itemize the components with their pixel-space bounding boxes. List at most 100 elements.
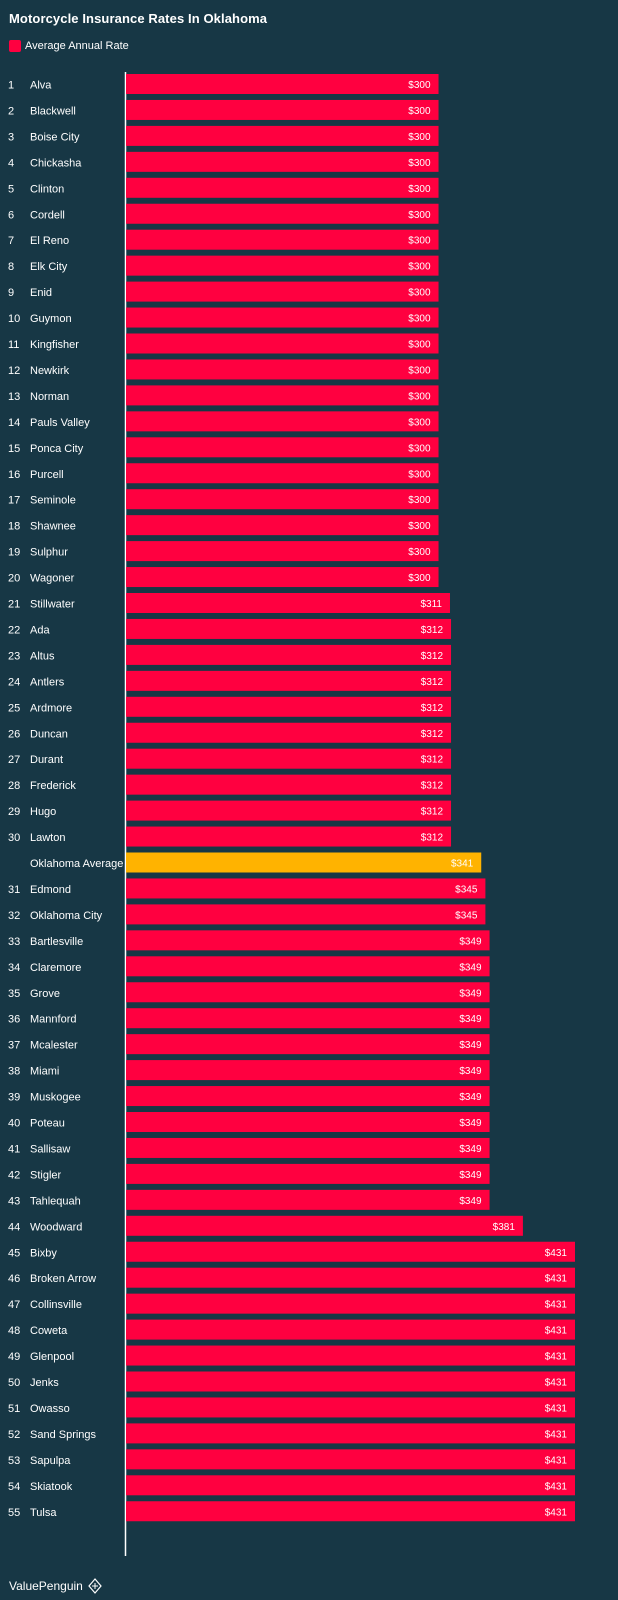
data-label: $431 bbox=[545, 1481, 568, 1492]
bar-row: 49 Glenpool $431 bbox=[8, 1345, 575, 1366]
bar bbox=[126, 177, 439, 198]
chart-title: Motorcycle Insurance Rates In Oklahoma bbox=[9, 11, 268, 26]
rank-label: 25 bbox=[8, 702, 20, 714]
data-label: $300 bbox=[408, 314, 431, 325]
category-label: Boise City bbox=[30, 131, 80, 143]
category-label: Purcell bbox=[30, 469, 64, 481]
rank-label: 14 bbox=[8, 417, 20, 429]
bar bbox=[126, 255, 439, 276]
rank-label: 32 bbox=[8, 910, 20, 922]
data-label: $300 bbox=[408, 106, 431, 117]
bar bbox=[126, 1189, 490, 1210]
category-label: Broken Arrow bbox=[30, 1273, 96, 1285]
rank-label: 26 bbox=[8, 728, 20, 740]
bar bbox=[126, 1215, 523, 1236]
bar-row: 51 Owasso $431 bbox=[8, 1397, 575, 1418]
category-label: Guymon bbox=[30, 313, 72, 325]
bar bbox=[126, 463, 439, 484]
category-label: Mannford bbox=[30, 1014, 76, 1026]
data-label: $349 bbox=[459, 962, 482, 973]
rank-label: 5 bbox=[8, 183, 14, 195]
bar-row: 37 Mcalester $349 bbox=[8, 1034, 490, 1055]
bar bbox=[126, 99, 439, 120]
bar-row: 42 Stigler $349 bbox=[8, 1163, 490, 1184]
bar-row: 3 Boise City $300 bbox=[8, 125, 439, 146]
bar bbox=[126, 1449, 575, 1470]
bar bbox=[126, 1060, 490, 1081]
rank-label: 38 bbox=[8, 1066, 20, 1078]
category-label: Sulphur bbox=[30, 547, 68, 559]
bar-row: 8 Elk City $300 bbox=[8, 255, 439, 276]
data-label: $312 bbox=[421, 703, 444, 714]
category-label: Mcalester bbox=[30, 1040, 78, 1052]
category-label: Stigler bbox=[30, 1169, 62, 1181]
category-label: Duncan bbox=[30, 728, 68, 740]
bar bbox=[126, 567, 439, 588]
bar-row: 18 Shawnee $300 bbox=[8, 515, 439, 536]
bar bbox=[126, 1501, 575, 1522]
category-label: Hugo bbox=[30, 806, 56, 818]
rank-label: 46 bbox=[8, 1273, 20, 1285]
bar-row: 22 Ada $312 bbox=[8, 618, 452, 639]
rank-label: 8 bbox=[8, 261, 14, 273]
category-label: Ardmore bbox=[30, 702, 72, 714]
data-label: $311 bbox=[420, 599, 442, 610]
category-label: Muskogee bbox=[30, 1092, 81, 1104]
data-label: $345 bbox=[455, 884, 478, 895]
bar bbox=[126, 281, 439, 302]
bar-row: 38 Miami $349 bbox=[8, 1060, 490, 1081]
bar-row: 20 Wagoner $300 bbox=[8, 567, 439, 588]
category-label: Jenks bbox=[30, 1377, 59, 1389]
bar bbox=[126, 1034, 490, 1055]
bar bbox=[126, 774, 452, 795]
rank-label: 12 bbox=[8, 365, 20, 377]
data-label: $300 bbox=[408, 573, 431, 584]
penguin-logo-icon bbox=[88, 1578, 102, 1594]
rank-label: 30 bbox=[8, 832, 20, 844]
bar bbox=[126, 1112, 490, 1132]
rank-label: 52 bbox=[8, 1429, 20, 1441]
bar-row: Oklahoma Average $341 bbox=[30, 852, 482, 873]
rank-label: 17 bbox=[8, 495, 20, 507]
bar-row: 26 Duncan $312 bbox=[8, 722, 452, 743]
rank-label: 44 bbox=[8, 1221, 20, 1233]
data-label: $300 bbox=[408, 340, 431, 351]
data-label: $431 bbox=[545, 1429, 568, 1440]
category-label: Skiatook bbox=[30, 1481, 73, 1493]
data-label: $312 bbox=[421, 677, 444, 688]
category-label: Wagoner bbox=[30, 573, 75, 585]
bar-row: 32 Oklahoma City $345 bbox=[8, 904, 486, 925]
rank-label: 15 bbox=[8, 443, 20, 455]
bar bbox=[126, 722, 452, 743]
rank-label: 13 bbox=[8, 391, 20, 403]
data-label: $349 bbox=[459, 1196, 482, 1207]
category-label: Chickasha bbox=[30, 157, 82, 169]
bar bbox=[126, 307, 439, 328]
data-label: $300 bbox=[408, 391, 431, 402]
bar-row: 54 Skiatook $431 bbox=[8, 1475, 575, 1496]
bar-row: 4 Chickasha $300 bbox=[8, 151, 439, 172]
rank-label: 37 bbox=[8, 1040, 20, 1052]
bar bbox=[126, 203, 439, 224]
bar bbox=[126, 1163, 490, 1184]
bar-row: 45 Bixby $431 bbox=[8, 1241, 575, 1262]
category-label: Tahlequah bbox=[30, 1195, 81, 1207]
bar bbox=[126, 956, 490, 977]
bar-row: 23 Altus $312 bbox=[8, 644, 452, 665]
category-label: Shawnee bbox=[30, 521, 76, 533]
category-label: Kingfisher bbox=[30, 339, 79, 351]
data-label: $312 bbox=[421, 729, 444, 740]
bar-row: 50 Jenks $431 bbox=[8, 1371, 575, 1392]
bar bbox=[126, 359, 439, 380]
data-label: $300 bbox=[408, 443, 431, 454]
category-label: Poteau bbox=[30, 1118, 65, 1130]
category-label: Lawton bbox=[30, 832, 65, 844]
bar bbox=[126, 1008, 490, 1029]
bar bbox=[126, 748, 452, 769]
bar-row: 33 Bartlesville $349 bbox=[8, 930, 490, 951]
bar bbox=[126, 878, 486, 899]
bar bbox=[126, 1293, 575, 1314]
rank-label: 40 bbox=[8, 1118, 20, 1130]
bar-row: 12 Newkirk $300 bbox=[8, 359, 439, 380]
bar-row: 28 Frederick $312 bbox=[8, 774, 452, 795]
